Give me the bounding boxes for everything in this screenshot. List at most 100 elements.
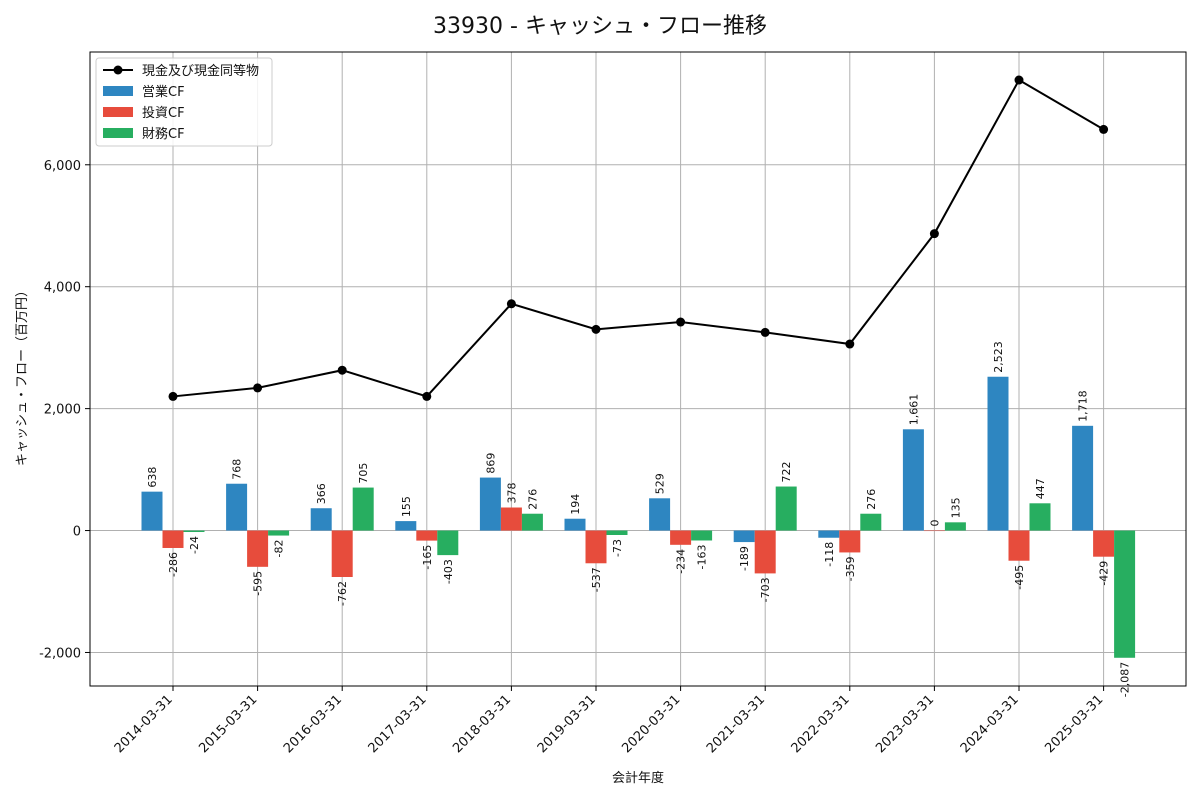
x-tick-label: 2021-03-31: [704, 692, 768, 756]
bars: [141, 376, 1136, 658]
legend-label: 現金及び現金同等物: [142, 63, 259, 79]
plot-frame: [89, 51, 1187, 687]
bar-value-label: 276: [865, 489, 878, 510]
bar-value-label: 1,718: [1077, 390, 1090, 422]
bar: [1029, 503, 1051, 531]
legend-swatch: [103, 86, 133, 96]
bar: [670, 530, 692, 545]
cash-line-point: [168, 391, 178, 401]
bar: [754, 530, 776, 574]
bar-value-label: 194: [569, 494, 582, 515]
x-tick-label: 2019-03-31: [535, 692, 599, 756]
y-tick-label: -2,000: [39, 646, 81, 661]
bar-value-label: 135: [949, 497, 962, 518]
y-tick-label: 0: [73, 525, 81, 540]
x-tick-label: 2014-03-31: [112, 692, 176, 756]
bar: [141, 491, 163, 531]
bar-value-label: -286: [167, 552, 180, 577]
x-tick-label: 2015-03-31: [196, 692, 260, 756]
bar: [606, 530, 628, 535]
bar-value-label: 705: [357, 463, 370, 484]
bar: [226, 483, 248, 531]
bar-value-label: -189: [738, 546, 751, 571]
bar: [183, 530, 205, 533]
chart-title: 33930 - キャッシュ・フロー推移: [433, 14, 767, 39]
y-tick-label: 6,000: [44, 159, 81, 174]
cash-line-point: [506, 299, 516, 309]
cash-line-point: [845, 339, 855, 349]
x-tick-label: 2020-03-31: [619, 692, 683, 756]
bar-value-label: 366: [315, 483, 328, 504]
bar: [649, 498, 671, 531]
cash-line-point: [676, 317, 686, 327]
bar-value-label: 2,523: [992, 341, 1005, 373]
bar-value-label: -165: [421, 545, 434, 570]
bar-value-label: -234: [675, 549, 688, 574]
bar: [1114, 530, 1136, 658]
bar-value-label: -24: [188, 536, 201, 554]
bar: [733, 530, 755, 543]
x-tick-label: 2018-03-31: [450, 692, 514, 756]
bar: [1093, 530, 1115, 557]
x-tick-label: 2022-03-31: [789, 692, 853, 756]
bar-value-label: -163: [696, 544, 709, 569]
bar-value-label: -495: [1013, 565, 1026, 590]
bar: [437, 530, 459, 556]
bar-value-label: -429: [1098, 561, 1111, 586]
bar: [775, 486, 797, 531]
bar: [839, 530, 861, 553]
bar: [162, 530, 184, 548]
cash-line-point: [760, 327, 770, 337]
bar-value-label: 869: [484, 453, 497, 474]
bar: [352, 487, 374, 531]
bar: [331, 530, 353, 578]
bar: [585, 530, 607, 564]
bar-value-label: 768: [231, 459, 244, 480]
bar: [310, 508, 332, 531]
cash-line: [168, 75, 1109, 401]
bar: [564, 518, 586, 531]
legend-label: 投資CF: [142, 105, 185, 121]
legend-swatch: [103, 107, 133, 117]
bar-value-label: -82: [273, 540, 286, 558]
legend-label: 財務CF: [142, 127, 185, 142]
bar: [1008, 530, 1030, 561]
x-axis-label: 会計年度: [612, 770, 664, 786]
grid: [90, 52, 1186, 686]
bar-labels: 638 768 366 155 869 194 529 -189 -118 1,661 2,523 1…: [146, 341, 1132, 697]
bar: [395, 521, 417, 531]
y-tick-label: 4,000: [44, 281, 81, 296]
bar: [902, 429, 924, 531]
bar-value-label: -118: [823, 542, 836, 567]
bar-value-label: 638: [146, 467, 159, 488]
bar: [416, 530, 438, 541]
legend-swatch: [103, 128, 133, 138]
cash-line-path: [172, 78, 1105, 398]
cash-line-point: [1014, 75, 1024, 85]
bar: [691, 530, 713, 541]
cash-line-point: [1099, 124, 1109, 134]
bar-value-label: 529: [654, 473, 667, 494]
legend-box: [95, 57, 273, 147]
bar-value-label: 0: [928, 520, 941, 527]
bar-value-label: 1,661: [907, 394, 920, 426]
bar: [923, 530, 945, 532]
bar: [987, 376, 1009, 531]
bar: [818, 530, 840, 538]
bar-value-label: -537: [590, 567, 603, 592]
x-tick-label: 2017-03-31: [366, 692, 430, 756]
bar-value-label: 378: [505, 483, 518, 504]
bar-value-label: -73: [611, 539, 624, 557]
bar: [860, 513, 882, 531]
cash-line-point: [591, 324, 601, 334]
bar: [247, 530, 269, 567]
legend-marker: [113, 65, 123, 75]
bar-value-label: -703: [759, 577, 772, 602]
y-axis-ticks: -2,000 0 2,000 4,000 6,000: [39, 159, 90, 661]
x-tick-label: 2023-03-31: [873, 692, 937, 756]
bar-value-label: 447: [1034, 478, 1047, 499]
bar-value-label: -403: [442, 559, 455, 584]
cash-line-point: [422, 391, 432, 401]
bar-value-label: 722: [780, 462, 793, 483]
